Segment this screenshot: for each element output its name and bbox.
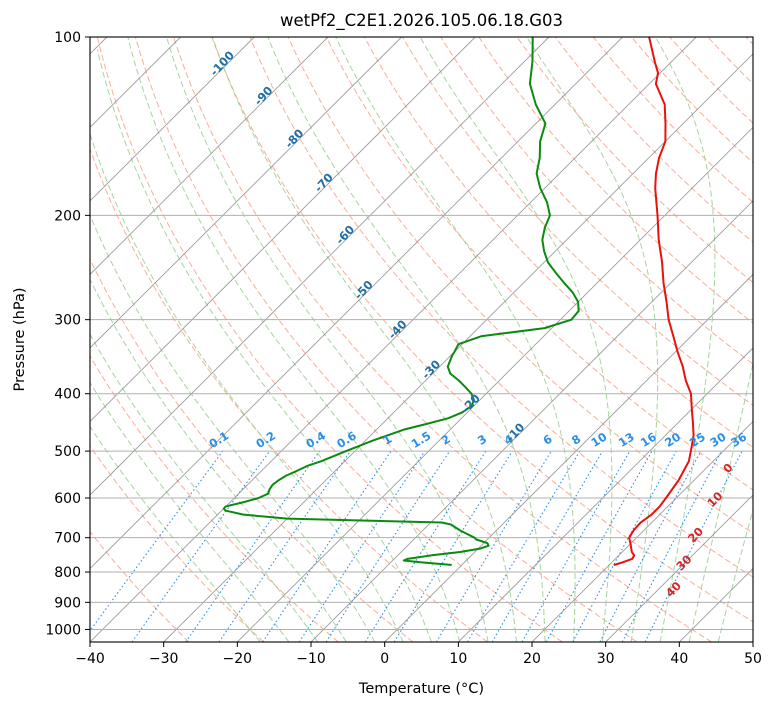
moist-adiabat-line bbox=[335, 37, 576, 642]
y-tick-label: 700 bbox=[54, 531, 81, 547]
mixing-ratio-line bbox=[131, 450, 271, 642]
mixing-ratio-line bbox=[545, 450, 653, 642]
isotherm-line bbox=[90, 37, 255, 202]
dry-adiabat-line bbox=[90, 147, 488, 642]
x-tick-label: 50 bbox=[744, 651, 762, 667]
y-tick-label: 100 bbox=[54, 30, 81, 46]
dry-adiabat-line bbox=[211, 37, 753, 623]
sounding-profiles bbox=[222, 37, 695, 566]
x-tick-label: −10 bbox=[296, 651, 326, 667]
plot-frame bbox=[89, 36, 754, 643]
dry-adiabat-line bbox=[90, 355, 339, 642]
dry-adiabat-line bbox=[173, 37, 712, 642]
x-tick-label: 0 bbox=[380, 651, 389, 667]
moist-adiabat-line bbox=[654, 37, 716, 642]
mixing-ratio-line bbox=[364, 450, 487, 642]
isotherm-line bbox=[90, 37, 476, 423]
mixing-ratio-line bbox=[262, 450, 392, 642]
mixing-ratio-line bbox=[218, 450, 351, 642]
y-tick-label: 1000 bbox=[45, 622, 81, 638]
mixing-ratio-line bbox=[644, 450, 743, 642]
dry-adiabat-line bbox=[90, 445, 264, 642]
x-tick-label: −30 bbox=[149, 651, 179, 667]
dry-adiabat-line bbox=[402, 37, 753, 407]
moist-adiabat-line bbox=[90, 425, 261, 642]
mixing-ratio-line bbox=[521, 450, 631, 642]
mixing-ratio-line bbox=[325, 450, 451, 642]
x-tick-label: 40 bbox=[670, 651, 688, 667]
moist-adiabat-line bbox=[90, 132, 404, 642]
moist-adiabat-line bbox=[526, 37, 659, 642]
moist-adiabat-line bbox=[127, 37, 461, 642]
y-axis-title: Pressure (hPa) bbox=[12, 287, 28, 391]
dry-adiabat-line bbox=[440, 37, 753, 365]
y-tick-label: 800 bbox=[54, 565, 81, 581]
moist-adiabat-line bbox=[267, 37, 546, 642]
mixing-ratio-line bbox=[185, 450, 321, 642]
dry-adiabat-line bbox=[96, 37, 563, 642]
moist-adiabat-line bbox=[211, 37, 517, 642]
mixing-ratio-line bbox=[393, 450, 513, 642]
isotherm-line bbox=[384, 273, 753, 642]
moist-adiabat-line bbox=[90, 278, 347, 642]
y-tick-label: 300 bbox=[54, 313, 81, 329]
moist-adiabat-line bbox=[166, 37, 489, 642]
x-tick-label: 10 bbox=[449, 651, 467, 667]
axes: −40 −30 −20 −10 0 10 20 30 40 50 100 200 300 400 500 60… bbox=[45, 30, 762, 667]
background-lines bbox=[90, 37, 753, 642]
mixing-ratio-line bbox=[90, 450, 224, 632]
isotherm-line bbox=[90, 37, 550, 496]
y-tick-label: 500 bbox=[54, 444, 81, 460]
chart-title: wetPf2_C2E1.2026.105.06.18.G03 bbox=[280, 11, 563, 31]
mixing-ratio-line bbox=[572, 450, 677, 642]
isotherm-line bbox=[310, 200, 753, 642]
x-tick-label: −20 bbox=[223, 651, 253, 667]
dry-adiabat-line bbox=[325, 37, 753, 491]
dry-adiabat-line bbox=[90, 530, 190, 642]
isotherm-line bbox=[163, 53, 753, 642]
isotherm-line bbox=[458, 347, 753, 642]
x-axis-title: Temperature (°C) bbox=[358, 681, 484, 697]
moist-adiabat-line bbox=[96, 49, 432, 642]
y-tick-label: 400 bbox=[54, 387, 81, 403]
y-tick-label: 600 bbox=[54, 491, 81, 507]
moist-adiabat-line bbox=[419, 37, 613, 642]
isotherm-line bbox=[605, 494, 753, 642]
isotherm-line bbox=[90, 37, 402, 349]
isotherm-line bbox=[90, 37, 697, 642]
isotherm-line bbox=[237, 126, 753, 642]
y-tick-label: 200 bbox=[54, 208, 81, 224]
dry-adiabat-line bbox=[249, 37, 753, 578]
dry-adiabat-line bbox=[516, 37, 753, 284]
x-tick-label: 30 bbox=[597, 651, 615, 667]
mixing-ratio-line bbox=[298, 450, 426, 642]
x-tick-label: 20 bbox=[523, 651, 541, 667]
temperature-profile-line bbox=[613, 37, 695, 566]
isotherm-line bbox=[90, 37, 329, 276]
x-tick-label: −40 bbox=[75, 651, 105, 667]
isotherm-line bbox=[90, 37, 623, 570]
y-tick-label: 900 bbox=[54, 595, 81, 611]
plot-area bbox=[90, 37, 753, 642]
isotherm-line bbox=[531, 420, 753, 642]
dewpoint-profile-line bbox=[222, 37, 580, 566]
